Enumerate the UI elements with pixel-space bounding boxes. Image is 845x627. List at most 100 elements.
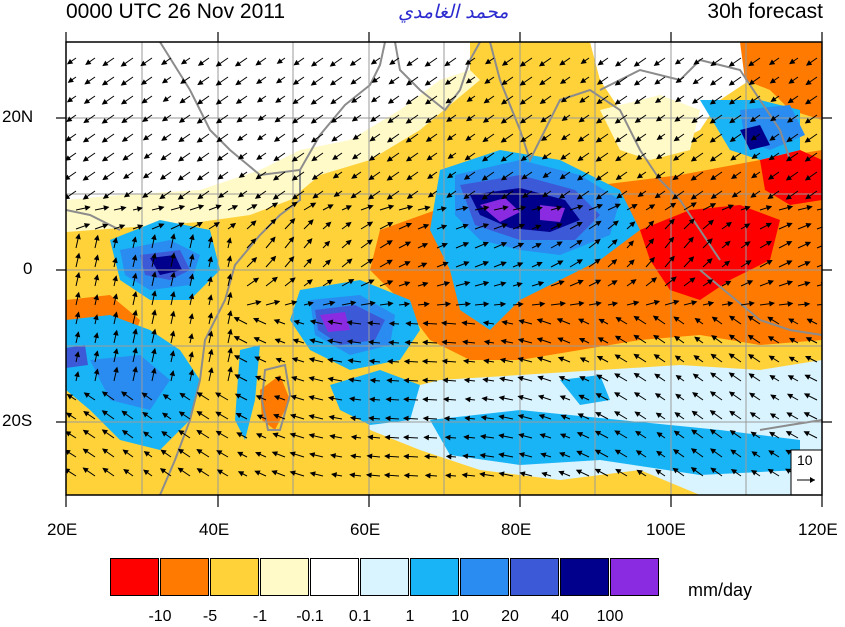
wind-arrowhead [750, 431, 757, 438]
wind-arrowhead [465, 77, 472, 84]
wind-arrowhead [123, 191, 131, 198]
wind-arrowhead [690, 448, 698, 454]
wind-arrowhead [169, 370, 175, 377]
wind-arrowhead [804, 118, 811, 124]
wind-arrowhead [614, 203, 622, 209]
wind-arrowhead [383, 472, 390, 479]
wind-arrowhead [767, 193, 774, 200]
wind-arrowhead [369, 135, 376, 142]
wind-arrowhead [517, 394, 524, 401]
wind-arrowhead [197, 79, 204, 86]
wind-arrowhead [628, 240, 634, 247]
wind-arrowhead [769, 413, 777, 419]
wind-arrowhead [765, 205, 773, 211]
wind-arrowhead [405, 320, 412, 327]
wind-arrowhead [786, 222, 793, 228]
wind-arrowhead [518, 319, 525, 325]
wind-arrowhead [656, 153, 663, 160]
wind-arrowhead [656, 134, 663, 140]
wind-arrowhead [535, 243, 542, 249]
wind-arrowhead [94, 234, 100, 241]
wind-arrowhead [441, 358, 448, 365]
wind-arrowhead [462, 453, 469, 460]
wind-arrowhead [235, 79, 242, 86]
wind-arrowhead [635, 135, 642, 142]
wind-arrowhead [441, 224, 448, 230]
wind-arrowhead [170, 310, 176, 317]
wind-arrowhead [673, 430, 680, 437]
wind-arrowhead [159, 193, 166, 200]
wind-arrowhead [215, 99, 222, 105]
lat-label-0: 0 [23, 259, 33, 278]
wind-arrowhead [227, 366, 233, 373]
wind-arrowhead [616, 192, 623, 199]
legend-level-label: -10 [148, 608, 172, 625]
wind-arrowhead [769, 135, 776, 141]
legend-level-label: 10 [451, 608, 469, 625]
wind-arrowhead [387, 117, 394, 124]
wind-arrowhead [120, 391, 128, 397]
wind-arrowhead [370, 116, 377, 122]
wind-arrowhead [292, 338, 299, 344]
wind-arrowhead [369, 396, 375, 403]
wind-arrowhead [93, 314, 99, 321]
wind-arrowhead [634, 98, 641, 105]
wind-arrowhead [670, 276, 677, 283]
wind-arrowhead [556, 223, 563, 229]
wind-arrowhead [498, 452, 505, 458]
wind-arrowhead [217, 173, 224, 180]
wind-arrowhead [636, 469, 643, 476]
wind-arrowhead [309, 338, 316, 344]
wind-arrowhead [598, 318, 605, 324]
wind-arrowhead [369, 377, 376, 384]
wind-arrowhead [256, 78, 263, 84]
wind-arrowhead [748, 373, 755, 379]
wind-arrowhead [751, 172, 758, 179]
wind-arrowhead [238, 172, 245, 178]
wind-arrowhead [536, 261, 543, 267]
wind-arrowhead [131, 254, 138, 261]
legend-swatch [260, 558, 309, 596]
wind-arrowhead [310, 99, 317, 105]
wind-arrowhead [326, 279, 333, 285]
wind-arrowhead [161, 412, 169, 419]
wind-arrowhead [424, 205, 431, 212]
wind-arrowhead [306, 238, 313, 245]
wind-arrowhead [403, 377, 410, 384]
wind-arrowhead [540, 452, 547, 458]
wind-arrowhead [188, 351, 194, 358]
wind-arrowhead [293, 59, 300, 66]
wind-arrowhead [445, 472, 451, 479]
wind-arrowhead [207, 294, 213, 301]
wind-arrowhead [237, 191, 245, 198]
wind-arrowhead [804, 137, 811, 143]
wind-arrowhead [520, 136, 527, 143]
wind-arrowhead [159, 174, 167, 180]
wind-arrowhead [368, 415, 374, 422]
wind-arrowhead [785, 449, 792, 456]
wind-arrowhead [113, 348, 119, 355]
wind-arrowhead [169, 350, 176, 357]
wind-arrowhead [404, 339, 411, 346]
wind-arrowhead [443, 415, 450, 422]
wind-arrowhead [442, 396, 449, 403]
wind-arrowhead [256, 134, 264, 141]
wind-arrowhead [706, 238, 713, 245]
wind-arrowhead [273, 155, 280, 162]
wind-arrowhead [482, 320, 489, 326]
wind-arrowhead [614, 118, 621, 124]
wind-arrowhead [655, 115, 662, 122]
wind-arrowhead [405, 155, 413, 162]
wind-arrowhead [216, 136, 223, 143]
legend-level-label: -5 [202, 608, 218, 625]
wind-arrowhead [66, 193, 71, 200]
wind-arrowhead [498, 471, 505, 477]
lon-label-80e: 80E [501, 520, 532, 539]
wind-arrowhead [405, 99, 412, 105]
wind-arrowhead [446, 116, 453, 122]
wind-arrowhead [462, 242, 470, 248]
wind-arrowhead [540, 116, 547, 123]
wind-arrowhead [731, 191, 738, 198]
wind-arrowhead [540, 135, 548, 141]
wind-arrowhead [691, 117, 698, 124]
